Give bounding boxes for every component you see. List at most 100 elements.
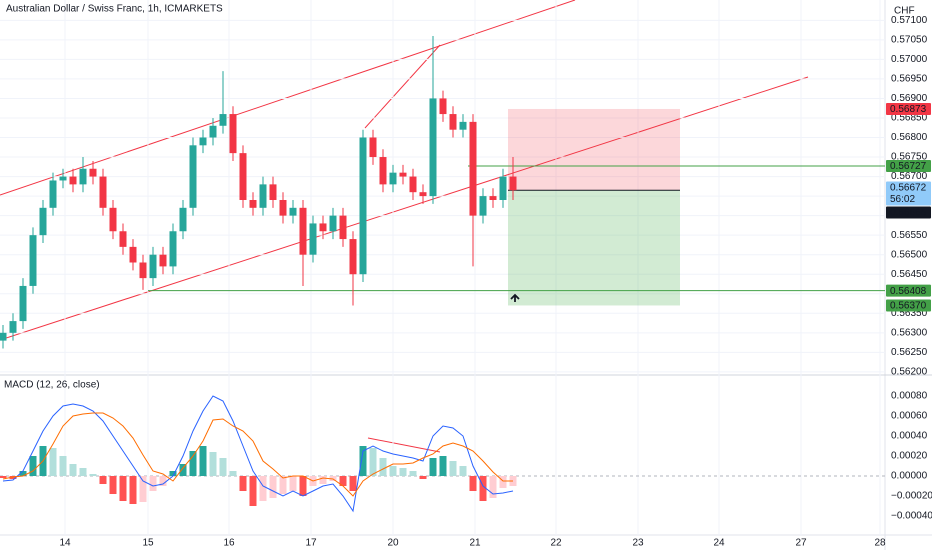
- y-tick-label: 0.56300: [891, 327, 928, 338]
- macd-tick-label: −0.00040: [891, 511, 932, 522]
- x-tick-label: 21: [469, 538, 481, 549]
- candle-body: [299, 207, 307, 255]
- candle-body: [109, 207, 117, 232]
- histogram-bar: [169, 471, 177, 476]
- x-tick-label: 28: [874, 538, 886, 549]
- y-tick-label: 0.56250: [891, 347, 928, 358]
- histogram-bar: [189, 451, 197, 476]
- macd-title: MACD (12, 26, close): [4, 380, 100, 391]
- histogram-bar: [289, 476, 297, 491]
- candle-body: [289, 207, 297, 216]
- macd-tick-label: 0.00080: [891, 391, 928, 402]
- candle-body: [279, 200, 287, 216]
- candle-body: [239, 153, 247, 200]
- histogram-bar: [349, 476, 357, 491]
- candle-body: [229, 114, 237, 154]
- candle-body: [119, 231, 127, 247]
- candle-body: [49, 180, 57, 208]
- channel-upper: [0, 0, 576, 196]
- x-tick-label: 24: [713, 538, 725, 549]
- histogram-bar: [409, 471, 417, 476]
- histogram-bar: [159, 476, 167, 486]
- candle-body: [139, 262, 147, 279]
- macd-tick-label: 0.00000: [891, 471, 928, 482]
- histogram-bar: [99, 476, 107, 484]
- histogram-bar: [59, 456, 67, 476]
- histogram-bar: [369, 448, 377, 476]
- trend-line: [364, 44, 441, 129]
- macd-tick-label: 0.00060: [891, 411, 928, 422]
- y-tick-label: 0.56350: [891, 308, 928, 319]
- candle-body: [0, 332, 7, 341]
- price-tag: [886, 160, 931, 173]
- x-tick-label: 17: [305, 538, 317, 549]
- candle-body: [79, 168, 87, 185]
- histogram-bar: [279, 476, 287, 494]
- candle-body: [29, 235, 37, 286]
- candle-body: [439, 98, 447, 115]
- histogram-bar: [109, 476, 117, 494]
- histogram-bar: [149, 476, 157, 491]
- y-tick-label: 0.56200: [891, 367, 928, 378]
- histogram-bar: [449, 461, 457, 476]
- currency-label: CHF: [894, 6, 915, 17]
- histogram-bar: [49, 448, 57, 476]
- histogram-bar: [339, 476, 347, 486]
- histogram-bar: [469, 476, 477, 491]
- candle-body: [179, 207, 187, 232]
- candle-body: [249, 200, 257, 208]
- y-tick-label: 0.56950: [891, 74, 928, 85]
- channel-lower: [0, 76, 809, 341]
- histogram-bar: [119, 476, 127, 501]
- x-tick-label: 22: [550, 538, 562, 549]
- macd-tick-label: −0.00020: [891, 491, 932, 502]
- target-zone: [508, 190, 680, 306]
- macd-tick-label: 0.00020: [891, 451, 928, 462]
- histogram-bar: [129, 476, 137, 504]
- histogram-bar: [19, 471, 27, 476]
- histogram-bar: [389, 466, 397, 476]
- candle-body: [499, 176, 507, 200]
- histogram-bar: [359, 446, 367, 476]
- candle-body: [379, 157, 387, 185]
- price-tag: [886, 181, 931, 206]
- candle-body: [459, 121, 467, 130]
- candle-body: [409, 176, 417, 193]
- y-tick-label: 0.56450: [891, 269, 928, 280]
- candle-body: [469, 121, 477, 216]
- candle-body: [329, 215, 337, 232]
- histogram-bar: [499, 476, 507, 488]
- y-tick-label: 0.57000: [891, 54, 928, 65]
- candle-body: [219, 114, 227, 126]
- candle-body: [349, 239, 357, 275]
- candle-body: [419, 192, 427, 197]
- y-tick-label: 0.56550: [891, 230, 928, 241]
- price-tag-label: 0.56408: [890, 286, 927, 297]
- x-tick-label: 14: [59, 538, 71, 549]
- histogram-bar: [459, 466, 467, 476]
- macd-tick-label: 0.00040: [891, 431, 928, 442]
- candle-body: [399, 172, 407, 177]
- histogram-bar: [439, 456, 447, 476]
- candle-body: [189, 145, 197, 208]
- candle-body: [429, 98, 437, 197]
- candle-body: [59, 176, 67, 181]
- arrow-icon: [510, 293, 520, 302]
- price-tag: [886, 206, 931, 219]
- candle-body: [149, 254, 157, 279]
- candle-body: [209, 125, 217, 138]
- candle-body: [359, 137, 367, 275]
- histogram-bar: [319, 476, 327, 484]
- histogram-bar: [0, 476, 7, 478]
- x-tick-label: 16: [223, 538, 235, 549]
- chart-title: Australian Dollar / Swiss Franc, 1h, ICM…: [6, 4, 223, 15]
- candle-body: [89, 168, 97, 177]
- histogram-bar: [269, 476, 277, 498]
- countdown-label: 56:02: [890, 194, 915, 205]
- candle-body: [479, 196, 487, 216]
- y-tick-label: 0.57050: [891, 34, 928, 45]
- x-tick-label: 20: [387, 538, 399, 549]
- histogram-bar: [219, 458, 227, 476]
- candle-body: [259, 184, 267, 208]
